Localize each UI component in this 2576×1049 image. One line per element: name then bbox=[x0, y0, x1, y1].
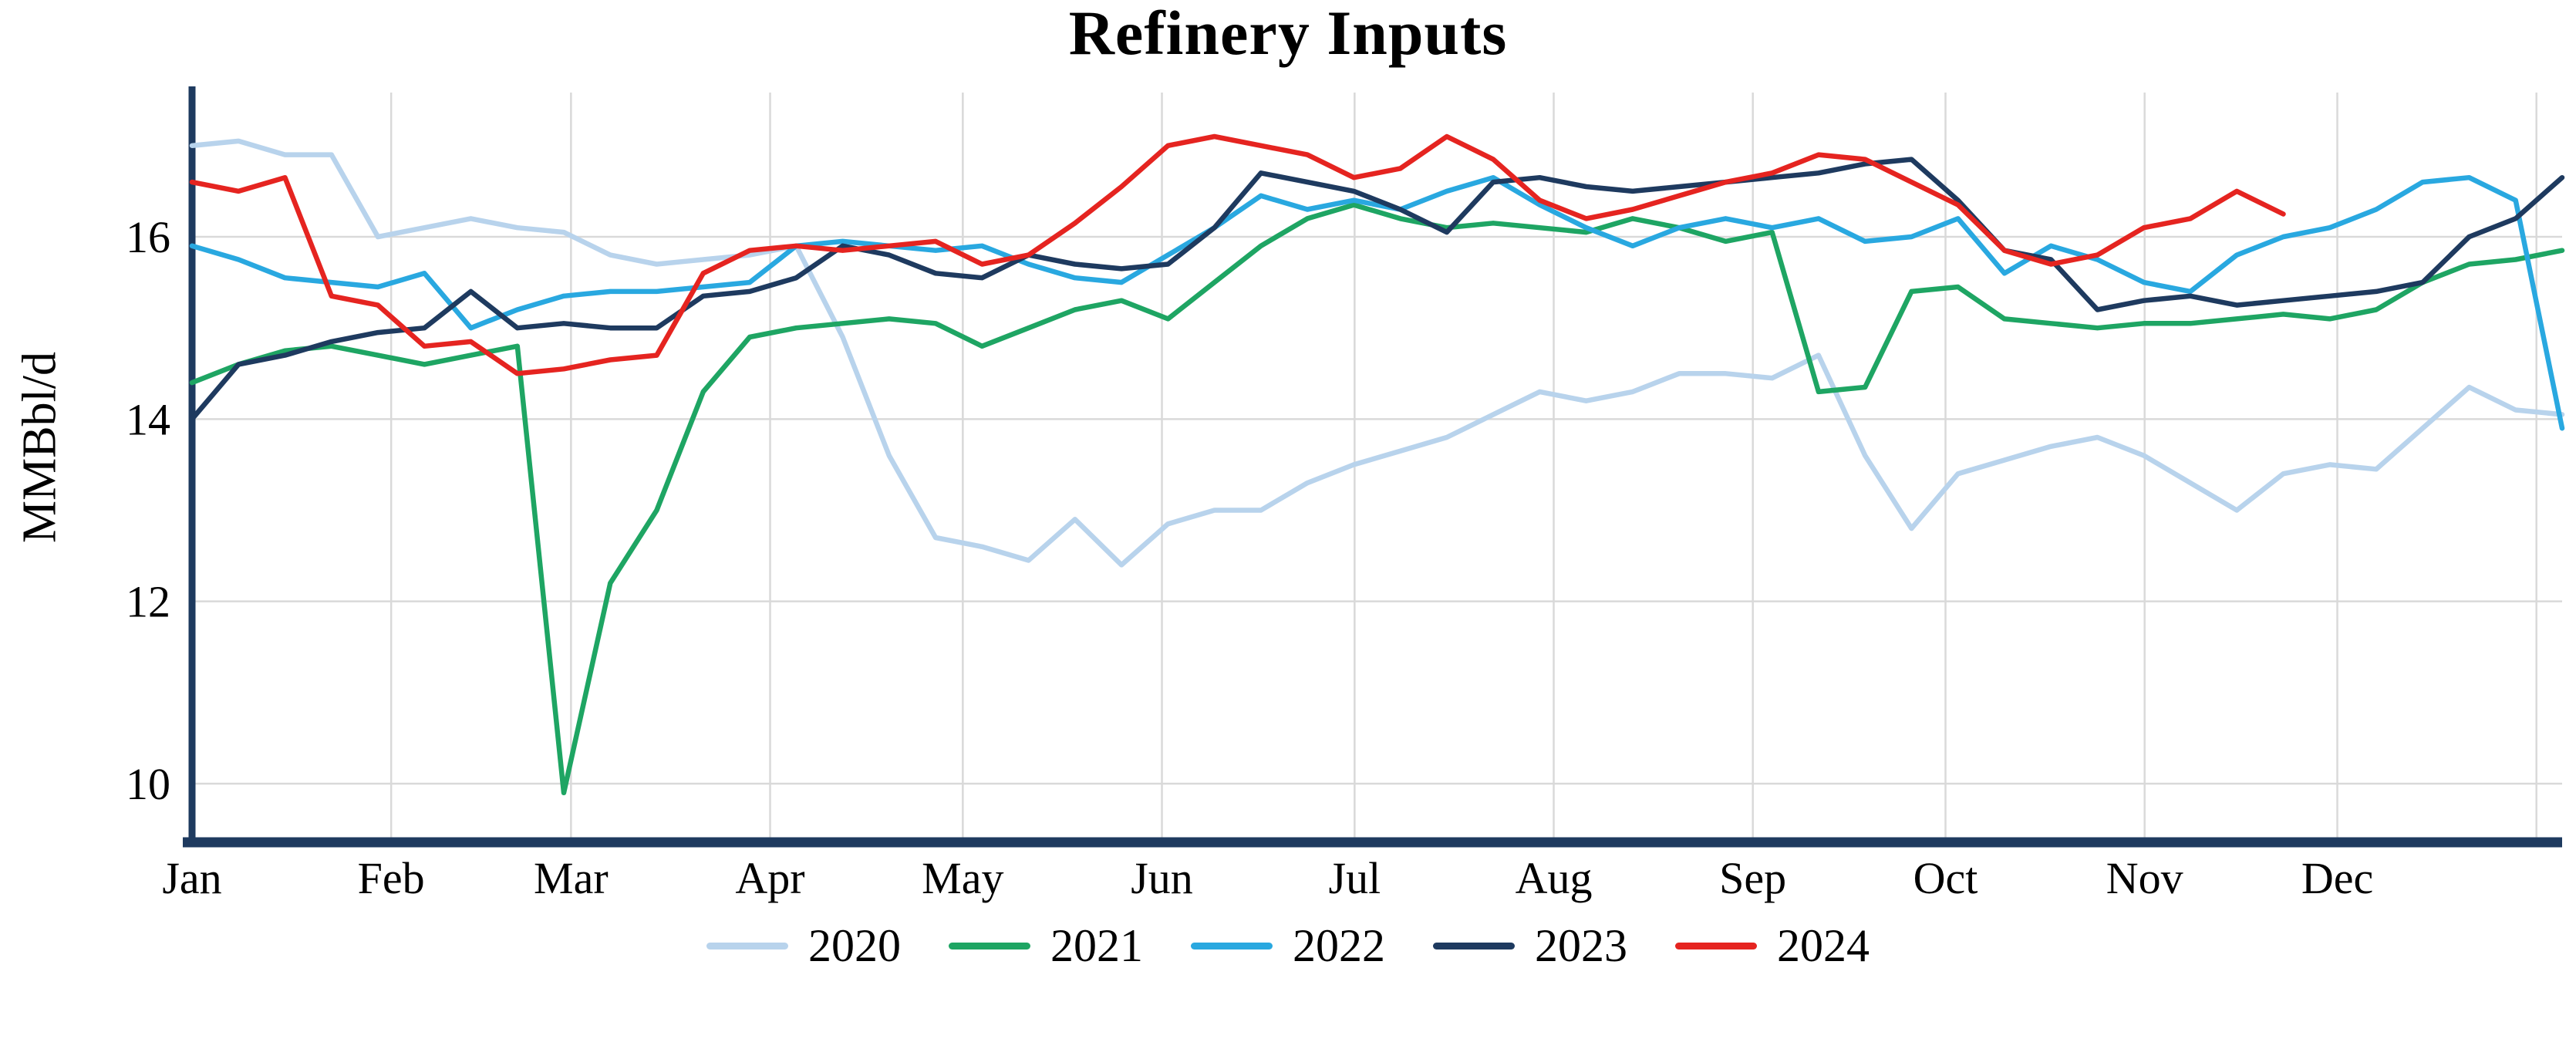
legend-item-2023: 2023 bbox=[1433, 923, 1627, 969]
chart-title: Refinery Inputs bbox=[1068, 0, 1508, 68]
chart-legend: 2020 2021 2022 2023 2024 bbox=[0, 923, 2576, 969]
legend-label-2020: 2020 bbox=[808, 920, 901, 971]
x-tick-label: Apr bbox=[735, 853, 804, 903]
legend-label-2023: 2023 bbox=[1535, 920, 1627, 971]
x-tick-label: Jun bbox=[1131, 853, 1193, 903]
legend-swatch-2021 bbox=[949, 942, 1030, 949]
x-tick-label: Aug bbox=[1516, 853, 1593, 903]
series-line-2020 bbox=[189, 138, 2565, 568]
legend-label-2021: 2021 bbox=[1050, 920, 1143, 971]
y-tick-label: 10 bbox=[126, 759, 170, 809]
y-tick-label: 14 bbox=[126, 394, 170, 444]
legend-swatch-2020 bbox=[706, 942, 788, 949]
legend-label-2024: 2024 bbox=[1777, 920, 1870, 971]
legend-item-2020: 2020 bbox=[706, 923, 901, 969]
x-tick-label: Dec bbox=[2301, 853, 2373, 903]
y-tick-label: 12 bbox=[126, 577, 170, 627]
x-tick-label: Nov bbox=[2106, 853, 2183, 903]
legend-swatch-2023 bbox=[1433, 942, 1515, 949]
x-tick-label: Sep bbox=[1719, 853, 1786, 903]
series-line-2021 bbox=[189, 202, 2565, 796]
legend-label-2022: 2022 bbox=[1293, 920, 1385, 971]
legend-swatch-2024 bbox=[1675, 942, 1757, 949]
series-line-2022 bbox=[189, 174, 2565, 431]
legend-swatch-2022 bbox=[1191, 942, 1273, 949]
legend-item-2022: 2022 bbox=[1191, 923, 1385, 969]
y-tick-label: 16 bbox=[126, 212, 170, 262]
x-tick-label: May bbox=[922, 853, 1003, 903]
series-line-2024 bbox=[189, 133, 2286, 376]
legend-item-2021: 2021 bbox=[949, 923, 1143, 969]
series-line-2023 bbox=[189, 157, 2565, 422]
x-tick-label: Oct bbox=[1913, 853, 1978, 903]
x-tick-label: Feb bbox=[358, 853, 425, 903]
legend-item-2024: 2024 bbox=[1675, 923, 1870, 969]
x-tick-label: Mar bbox=[534, 853, 609, 903]
x-tick-label: Jan bbox=[162, 853, 221, 903]
x-tick-label: Jul bbox=[1329, 853, 1381, 903]
